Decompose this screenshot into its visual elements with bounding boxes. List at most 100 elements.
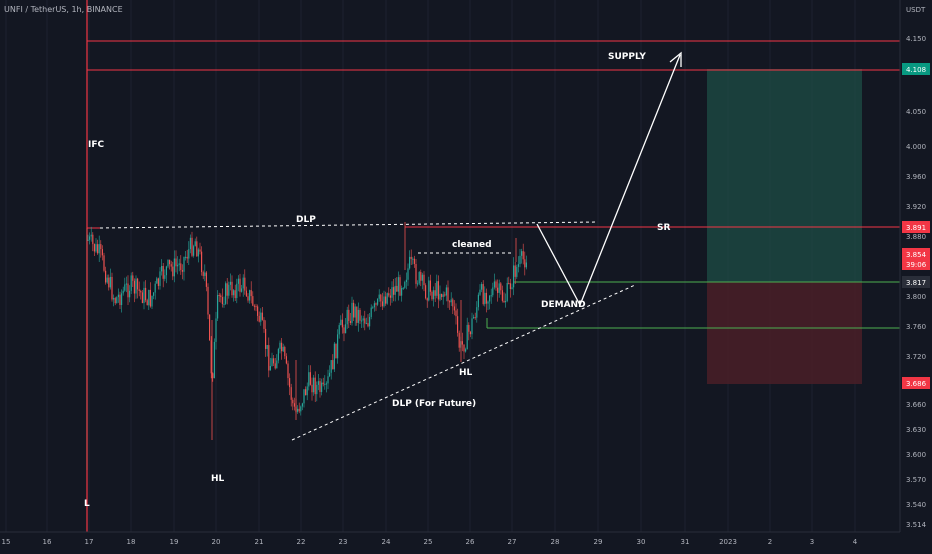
dlp-dashed-line[interactable] (99, 221, 599, 229)
candle-body (183, 257, 185, 272)
candle-body (252, 296, 254, 306)
time-tick-label: 24 (382, 538, 391, 546)
price-tick-label: 3.760 (906, 323, 926, 331)
dlp-future-dashed-line[interactable] (291, 284, 636, 441)
candle-body (268, 345, 270, 371)
candle-body (471, 318, 473, 335)
candle-body (505, 301, 507, 303)
candle-body (381, 301, 383, 307)
candle-body (274, 363, 276, 369)
candle-body (513, 265, 515, 288)
candle-body (98, 244, 100, 254)
candle-body (404, 281, 406, 288)
candle-body (482, 284, 484, 305)
price-tick-label: 3.514 (906, 521, 927, 529)
candle-body (524, 259, 526, 268)
candle-body (442, 294, 444, 297)
candle-body (308, 372, 310, 387)
candle-body (279, 342, 281, 349)
candle-body (497, 287, 499, 293)
candle-body (525, 262, 527, 268)
sr-price-tag: 3.891 (902, 221, 930, 233)
time-tick-label: 26 (466, 538, 475, 546)
candle-body (322, 382, 324, 385)
candle-body (321, 382, 323, 392)
candle-body (191, 237, 193, 256)
ifc-label: IFC (88, 140, 104, 150)
candle-body (458, 332, 460, 348)
candle-body (226, 283, 228, 296)
candle-body (269, 366, 271, 371)
projection-path[interactable] (536, 54, 681, 307)
price-tick-label: 3.540 (906, 501, 926, 509)
price-tick-label: 3.720 (906, 353, 926, 361)
candle-body (217, 294, 219, 319)
candle-body (351, 302, 353, 323)
candle-body (156, 278, 158, 284)
candle-body (447, 287, 449, 302)
candle-body (287, 363, 289, 379)
candle-body (301, 403, 303, 407)
candle-body (175, 258, 177, 267)
price-tick-label: 4.050 (906, 108, 926, 116)
time-tick-label: 27 (508, 538, 517, 546)
candle-body (423, 274, 425, 286)
candle-body (277, 348, 279, 361)
candle-body (401, 288, 403, 296)
candle-body (263, 319, 265, 329)
cleaned-label: cleaned (452, 240, 492, 250)
sr-label: SR (657, 223, 670, 233)
candle-body (500, 283, 502, 291)
currency-label: USDT (906, 6, 926, 14)
candle-body (343, 327, 345, 334)
candle-body (461, 341, 463, 345)
time-tick-label: 31 (681, 538, 690, 546)
candle-body (453, 306, 455, 311)
candle-body (407, 268, 409, 280)
candle-body (205, 272, 207, 287)
time-tick-label: 15 (2, 538, 11, 546)
candle-body (204, 272, 206, 276)
time-axis-bg[interactable] (0, 532, 932, 550)
candle-body (420, 272, 422, 281)
candle-body (220, 295, 222, 298)
candle-body (370, 307, 372, 317)
candle-body (111, 276, 113, 300)
candle-body (389, 295, 391, 298)
dlp-label: DLP (296, 215, 316, 225)
candle-body (359, 309, 361, 321)
candle-body (202, 272, 204, 276)
candle-body (385, 296, 387, 304)
candle-body (473, 317, 475, 319)
dlp-future-label: DLP (For Future) (392, 399, 476, 409)
price-tick-label: 3.800 (906, 293, 926, 301)
candle-body (189, 237, 191, 250)
candle-body (354, 306, 356, 318)
candle-body (479, 289, 481, 295)
axis-corner[interactable] (900, 532, 932, 550)
candle-body (143, 287, 145, 304)
candle-body (293, 403, 295, 407)
candle-body (519, 255, 521, 265)
candle-body (498, 283, 500, 293)
candle-body (159, 271, 161, 286)
candle-body (148, 289, 150, 306)
candle-body (177, 264, 179, 267)
candle-body (377, 298, 379, 305)
candle-body (317, 381, 319, 385)
svg-text:3.891: 3.891 (906, 224, 926, 232)
candle-body (437, 281, 439, 300)
candle-body (137, 278, 139, 290)
time-tick-label: 2023 (719, 538, 737, 546)
candle-body (495, 281, 497, 288)
candle-body (337, 334, 339, 359)
candle-body (300, 406, 302, 412)
candle-body (373, 303, 375, 308)
candle-body (517, 264, 519, 267)
candle-body (271, 358, 273, 367)
candle-body (501, 290, 503, 301)
candle-body (327, 376, 329, 384)
price-tick-label: 3.600 (906, 451, 926, 459)
